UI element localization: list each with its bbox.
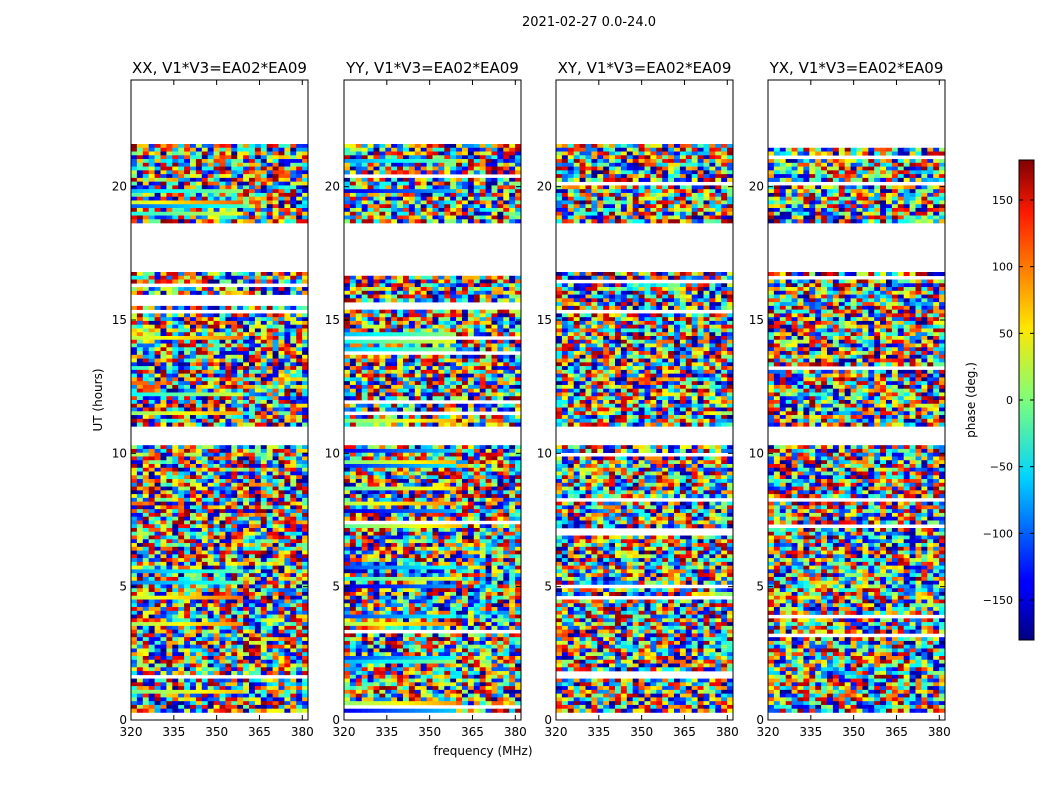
y-tick-label: 5	[544, 580, 552, 594]
x-tick-label: 350	[205, 725, 228, 739]
y-tick-label: 20	[537, 180, 552, 194]
y-tick-label: 20	[749, 180, 764, 194]
panel-frame	[343, 79, 522, 721]
y-tick-label: 20	[325, 180, 340, 194]
colorbar-tick-label: 100	[992, 261, 1013, 274]
x-tick-label: 335	[587, 725, 610, 739]
x-tick-label: 365	[461, 725, 484, 739]
panel-xy: XY, V1*V3=EA02*EA09 320 335 350 365 380 0 5 10 15…	[537, 59, 739, 739]
heatmap-cells	[131, 144, 309, 713]
heatmap-cells	[556, 144, 734, 713]
x-tick-label: 320	[120, 725, 143, 739]
colorbar-ticks: 150 100 50 0 −50 −100 −150	[983, 194, 1034, 607]
y-tick-label: 0	[544, 713, 552, 727]
y-tick-label: 5	[119, 580, 127, 594]
colorbar-tick-label: 50	[999, 327, 1013, 340]
colorbar-label: phase (deg.)	[964, 362, 978, 438]
x-tick-label: 365	[248, 725, 271, 739]
panel-yy: YY, V1*V3=EA02*EA09 320 335 350 365 380 0 5 10 15…	[325, 59, 527, 739]
x-tick-label: 350	[630, 725, 653, 739]
colorbar-tick-label: 150	[992, 194, 1013, 207]
colorbar-tick-label: −100	[983, 527, 1013, 540]
x-tick-label: 320	[757, 725, 780, 739]
y-tick-label: 10	[749, 446, 764, 460]
panel-title: XX, V1*V3=EA02*EA09	[132, 59, 307, 77]
figure-title: 2021-02-27 0.0-24.0	[522, 15, 656, 30]
y-tick-label: 10	[325, 446, 340, 460]
x-tick-label: 365	[673, 725, 696, 739]
y-axis-label: UT (hours)	[91, 368, 105, 431]
x-tick-label: 320	[333, 725, 356, 739]
x-tick-label: 335	[375, 725, 398, 739]
x-tick-label: 380	[716, 725, 739, 739]
heatmap-cells	[344, 144, 522, 713]
x-tick-label: 380	[504, 725, 527, 739]
x-axis-label: frequency (MHz)	[433, 744, 532, 758]
colorbar-tick-label: 0	[1006, 394, 1013, 407]
x-tick-label: 335	[162, 725, 185, 739]
panel-frame	[767, 79, 946, 721]
y-tick-label: 15	[749, 313, 764, 327]
y-tick-label: 15	[325, 313, 340, 327]
panels: XX, V1*V3=EA02*EA09 320 335 350 365 380 0 5 10 15…	[112, 59, 951, 739]
panel-title: YX, V1*V3=EA02*EA09	[769, 59, 944, 77]
colorbar-tick-label: −50	[990, 461, 1013, 474]
y-tick-label: 0	[332, 713, 340, 727]
y-tick-label: 15	[537, 313, 552, 327]
y-tick-label: 20	[112, 180, 127, 194]
x-tick-label: 350	[842, 725, 865, 739]
x-tick-label: 335	[799, 725, 822, 739]
x-tick-label: 350	[418, 725, 441, 739]
x-tick-label: 380	[928, 725, 951, 739]
y-tick-label: 10	[537, 446, 552, 460]
panel-frame	[555, 79, 734, 721]
panel-title: XY, V1*V3=EA02*EA09	[558, 59, 732, 77]
y-tick-label: 0	[756, 713, 764, 727]
panel-frame	[130, 79, 309, 721]
y-tick-label: 5	[756, 580, 764, 594]
y-tick-label: 15	[112, 313, 127, 327]
heatmap-cells	[768, 147, 946, 713]
panel-xx: XX, V1*V3=EA02*EA09 320 335 350 365 380 0 5 10 15…	[112, 59, 314, 739]
colorbar: 150 100 50 0 −50 −100 −150 phase (deg.)	[964, 159, 1035, 641]
x-tick-label: 320	[545, 725, 568, 739]
y-tick-label: 5	[332, 580, 340, 594]
y-tick-label: 0	[119, 713, 127, 727]
colorbar-tick-label: −150	[983, 594, 1013, 607]
panel-title: YY, V1*V3=EA02*EA09	[345, 59, 519, 77]
x-tick-label: 380	[291, 725, 314, 739]
x-tick-label: 365	[885, 725, 908, 739]
panel-yx: YX, V1*V3=EA02*EA09 320 335 350 365 380 0 5 10 15…	[749, 59, 951, 739]
y-tick-label: 10	[112, 446, 127, 460]
